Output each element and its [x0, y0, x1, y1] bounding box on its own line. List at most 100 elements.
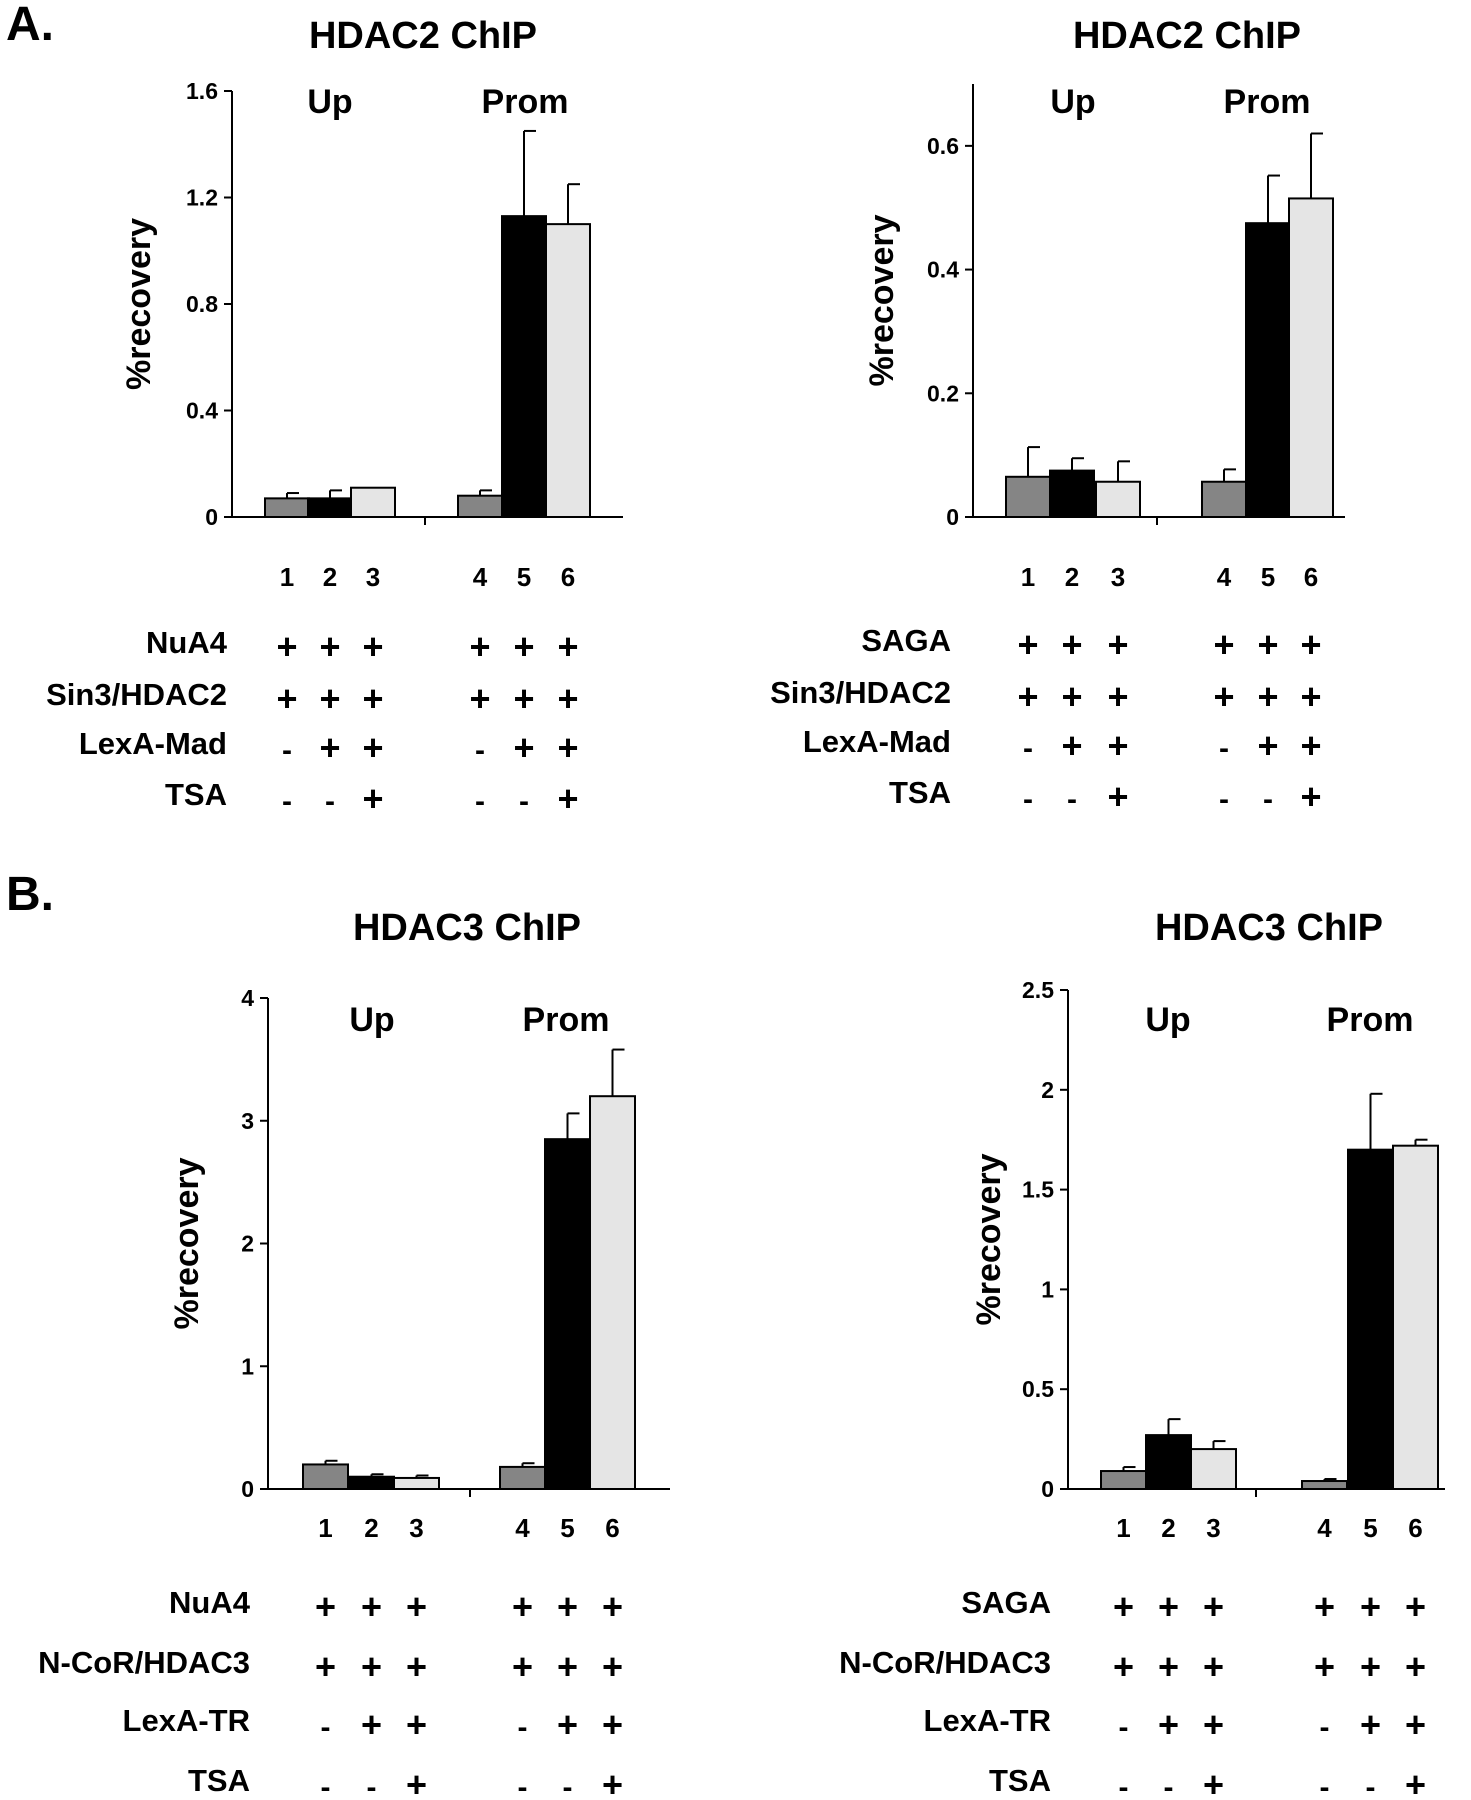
chart3-group-label: Prom	[523, 1001, 610, 1039]
chart3-y-tick-label: 2	[241, 1231, 254, 1257]
chart2-condition-sign: +	[1300, 776, 1321, 817]
chart1-condition-sign: +	[513, 626, 534, 667]
chart3-y-tick-label: 4	[241, 985, 254, 1011]
chart3-condition-sign: +	[361, 1646, 382, 1687]
chart2-condition-sign: +	[1107, 725, 1128, 766]
chart4-condition-sign: +	[1405, 1586, 1426, 1627]
chart4-y-tick-label: 2.5	[1022, 977, 1054, 1003]
chart1-condition-sign: +	[513, 678, 534, 719]
chart3-condition-label: TSA	[188, 1763, 250, 1798]
chart4-y-tick-label: 0.5	[1022, 1376, 1054, 1402]
chart1-y-tick-label: 1.6	[186, 78, 218, 104]
chart4-condition-sign: +	[1158, 1586, 1179, 1627]
chart4-condition-sign: +	[1203, 1586, 1224, 1627]
chart3-y-axis-label: %recovery	[168, 1157, 206, 1329]
chart4-condition-sign: +	[1113, 1586, 1134, 1627]
chart4-condition-sign: +	[1203, 1764, 1224, 1800]
chart1-bar	[501, 215, 547, 518]
section-label-b: B.	[6, 868, 54, 921]
chart1-condition-sign: +	[319, 626, 340, 667]
chart4-condition-sign: +	[1405, 1764, 1426, 1800]
chart3-bar	[302, 1463, 349, 1490]
chart4-group-label: Up	[1145, 1001, 1190, 1039]
chart3-condition-sign: +	[512, 1646, 533, 1687]
chart1-condition-sign: +	[469, 678, 490, 719]
chart3-lane-number: 5	[560, 1513, 574, 1543]
chart2-group-label: Up	[1050, 83, 1095, 121]
chart4-condition-sign: -	[1320, 1711, 1330, 1744]
chart1-condition-sign: -	[325, 785, 335, 818]
chart4-y-axis-label: %recovery	[970, 1153, 1008, 1325]
chart4-condition-sign: +	[1113, 1646, 1134, 1687]
chart3-condition-sign: +	[512, 1586, 533, 1627]
chart2-bar	[1201, 480, 1247, 518]
chart3-condition-sign: -	[518, 1771, 528, 1800]
chart4-condition-sign: +	[1203, 1646, 1224, 1687]
chart3-condition-sign: +	[315, 1646, 336, 1687]
chart3-condition-sign: +	[602, 1764, 623, 1800]
chart1-y-tick-label: 1.2	[186, 185, 218, 211]
chart2-lane-number: 2	[1065, 562, 1079, 592]
chart1-bar	[264, 497, 310, 518]
chart1-condition-label: LexA-Mad	[79, 726, 227, 761]
chart4-condition-label: N-CoR/HDAC3	[839, 1645, 1051, 1680]
chart1-condition-sign: +	[362, 727, 383, 768]
chart2-condition-label: LexA-Mad	[803, 724, 951, 759]
chart3-lane-number: 2	[364, 1513, 378, 1543]
chart4-lane-number: 6	[1408, 1513, 1422, 1543]
chart2-condition-sign: +	[1257, 725, 1278, 766]
chart2-y-tick-label: 0	[946, 504, 959, 530]
chart1-lane-number: 5	[517, 562, 531, 592]
chart4-lane-number: 3	[1206, 1513, 1220, 1543]
chart2-bar	[1095, 480, 1141, 518]
chart1-y-tick-label: 0.8	[186, 291, 218, 317]
chart3-y-tick-label: 3	[241, 1108, 254, 1134]
chart1-condition-sign: +	[557, 678, 578, 719]
chart1-lane-number: 3	[366, 562, 380, 592]
chart3-bar	[393, 1476, 440, 1491]
chart1-condition-sign: +	[557, 626, 578, 667]
chart4-bar	[1190, 1448, 1237, 1490]
chart1-condition-sign: +	[557, 778, 578, 819]
chart2-bar	[1288, 197, 1334, 519]
chart3-title: HDAC3 ChIP	[353, 907, 581, 949]
chart3-condition-sign: -	[321, 1771, 331, 1800]
chart4-lane-number: 5	[1363, 1513, 1377, 1543]
chart3-condition-label: LexA-TR	[123, 1703, 250, 1738]
chart1-condition-sign: +	[557, 727, 578, 768]
chart3-lane-number: 6	[605, 1513, 619, 1543]
chart4-condition-sign: +	[1405, 1646, 1426, 1687]
chart3-bar	[348, 1475, 395, 1490]
chart2-lane-number: 5	[1261, 562, 1275, 592]
chart2-condition-label: TSA	[889, 775, 951, 810]
chart1-condition-sign: -	[519, 785, 529, 818]
chart1-lane-number: 1	[280, 562, 294, 592]
chart1-lane-number: 4	[473, 562, 488, 592]
chart1-condition-sign: +	[362, 626, 383, 667]
chart4-bar	[1392, 1144, 1439, 1490]
chart3-condition-sign: +	[602, 1586, 623, 1627]
chart2-condition-label: Sin3/HDAC2	[770, 675, 951, 710]
chart2-condition-label: SAGA	[861, 623, 951, 658]
chart2-y-tick-label: 0.2	[927, 380, 959, 406]
chart1-condition-sign: +	[319, 727, 340, 768]
chart3-condition-sign: +	[557, 1586, 578, 1627]
chart4-y-tick-label: 0	[1041, 1476, 1054, 1502]
chart4-condition-sign: +	[1360, 1646, 1381, 1687]
chart4-condition-sign: +	[1158, 1704, 1179, 1745]
chart4-condition-sign: +	[1203, 1704, 1224, 1745]
chart2-lane-number: 3	[1111, 562, 1125, 592]
chart3-condition-sign: +	[406, 1704, 427, 1745]
chart1-condition-sign: +	[469, 626, 490, 667]
chart3-condition-sign: +	[602, 1646, 623, 1687]
chart2-condition-sign: +	[1300, 624, 1321, 665]
chart1-group-label: Prom	[482, 83, 569, 121]
chart1-condition-sign: -	[475, 734, 485, 767]
section-label-a: A.	[6, 0, 54, 51]
chart3-lane-number: 3	[409, 1513, 423, 1543]
chart1-condition-sign: +	[276, 626, 297, 667]
chart2-bar	[1005, 475, 1051, 518]
chart3-condition-sign: +	[557, 1646, 578, 1687]
chart2-condition-sign: +	[1107, 624, 1128, 665]
